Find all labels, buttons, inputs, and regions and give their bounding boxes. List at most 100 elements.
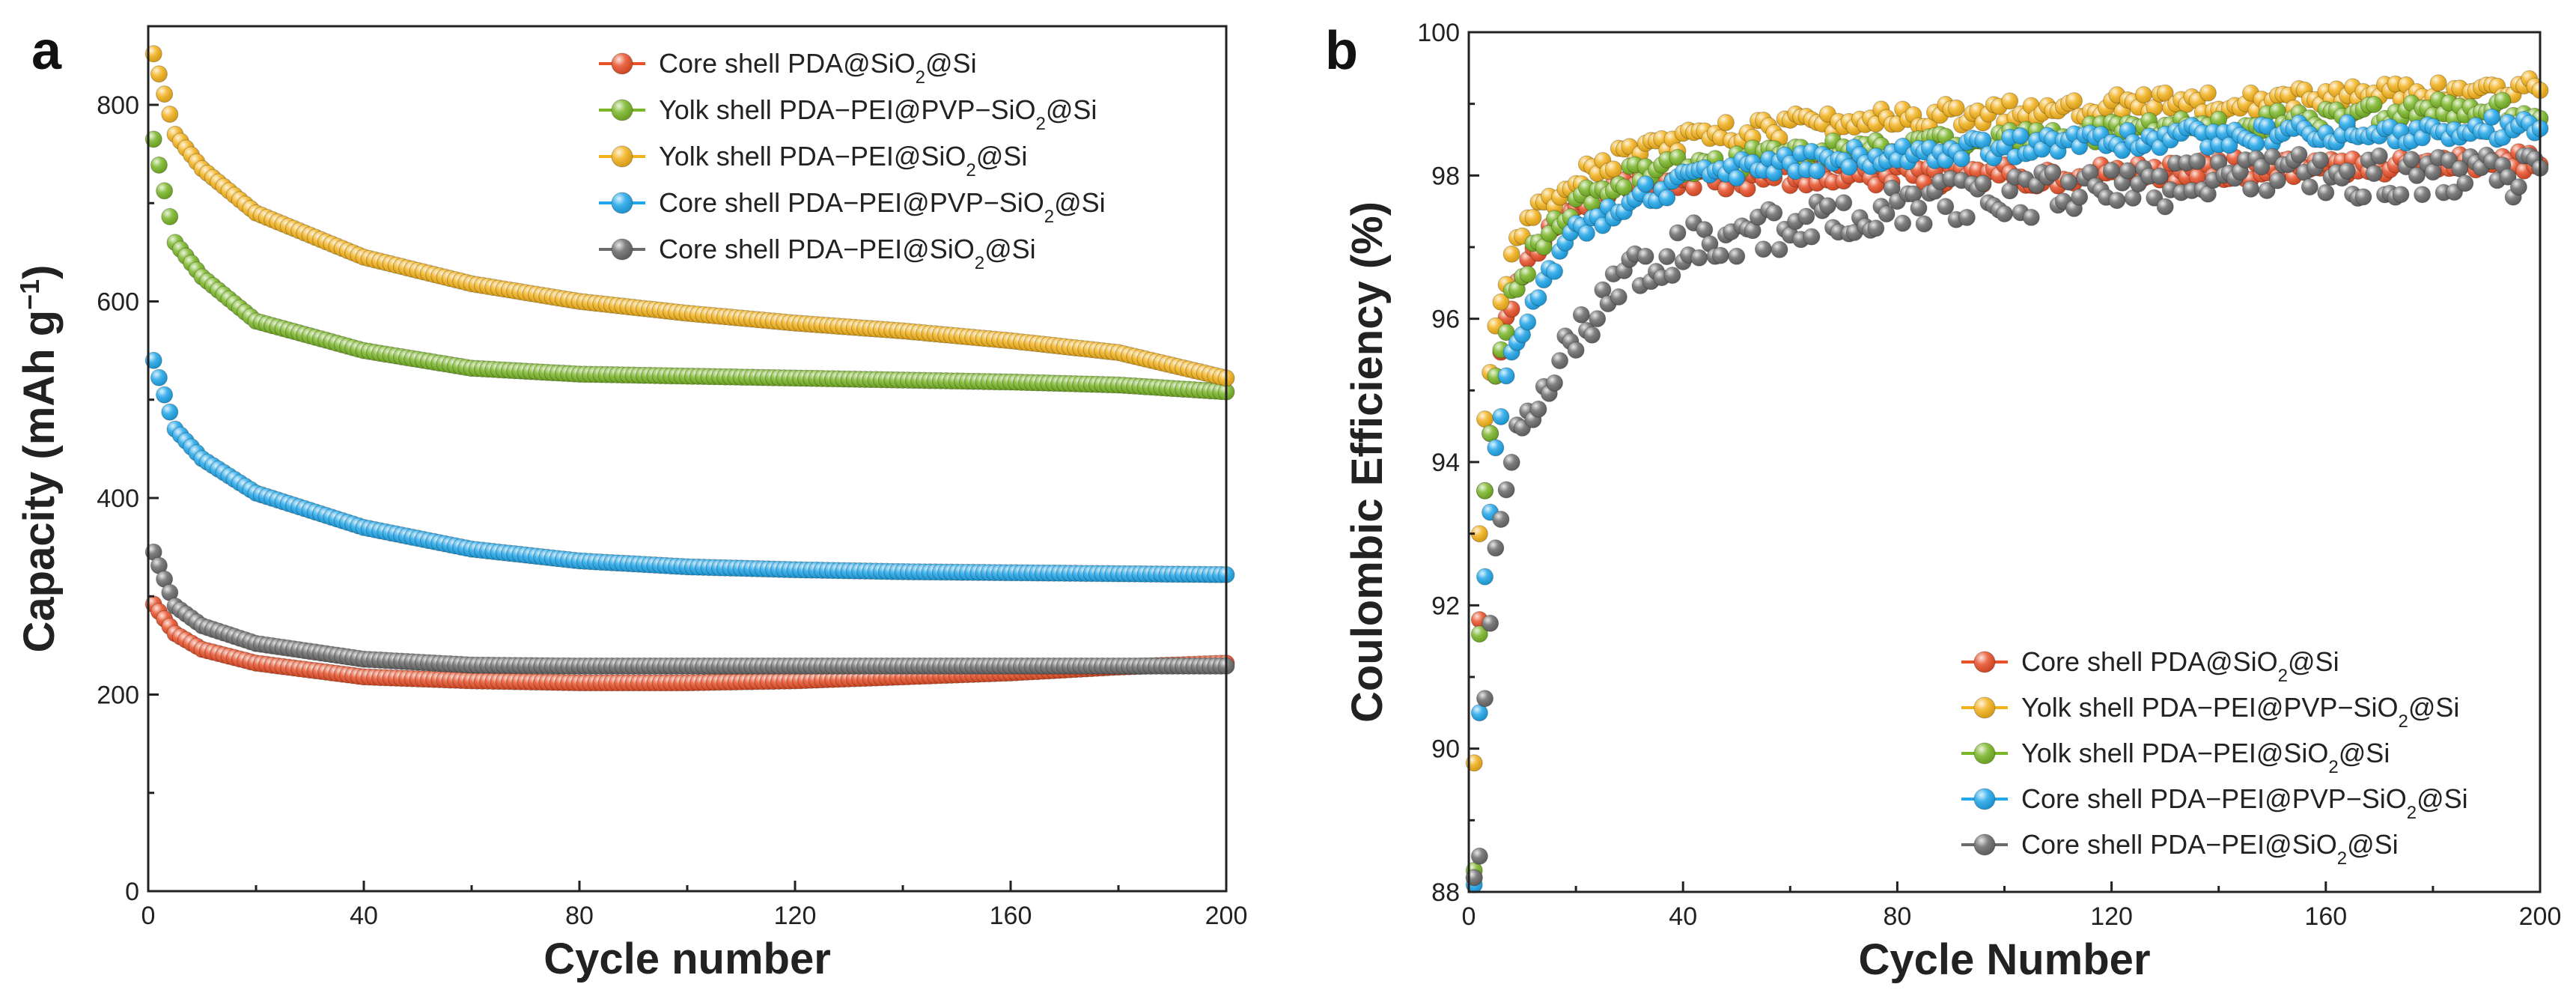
data-point-shine	[2483, 109, 2500, 126]
data-point-shine	[1937, 198, 1954, 215]
data-point-shine	[1765, 204, 1782, 222]
x-tick-label: 160	[990, 902, 1032, 930]
legend-marker-shine	[1974, 789, 1995, 810]
legend-label: Core shell PDA−PEI@SiO2@Si	[659, 234, 1036, 273]
data-point-shine	[1519, 314, 1536, 330]
legend: Core shell PDA@SiO2@Si Yolk shell PDA−PEI…	[1961, 646, 2468, 869]
data-point-shine	[2403, 151, 2420, 168]
data-point-shine	[1953, 150, 1970, 167]
data-point-shine	[2317, 184, 2334, 201]
panel-label-b: b	[1325, 21, 1358, 81]
data-point-shine	[1573, 306, 1590, 324]
legend-marker-shine	[1974, 697, 1995, 718]
data-point-shine	[1996, 205, 2013, 222]
y-tick-label: 600	[97, 288, 139, 317]
data-point-shine	[2291, 146, 2307, 163]
y-tick-label: 88	[1431, 878, 1460, 907]
data-point-shine	[1835, 194, 1852, 211]
legend-item: Core shell PDA−PEI@SiO2@Si	[1961, 829, 2399, 869]
data-point-shine	[1503, 246, 1520, 263]
y-axis-label: Coulombic Efficiency (%)	[1343, 201, 1392, 723]
data-point-shine	[2242, 180, 2259, 198]
data-point-shine	[1958, 209, 1976, 226]
data-point-shine	[1492, 408, 1509, 425]
series-3	[144, 45, 1235, 387]
legend-label: Yolk shell PDA−PEI@PVP−SiO2@Si	[2021, 692, 2459, 732]
data-point-shine	[145, 45, 162, 62]
data-point-shine	[1663, 267, 1681, 284]
x-tick-label: 200	[2519, 902, 2562, 931]
x-tick-label: 40	[1669, 902, 1697, 931]
data-point-shine	[1546, 374, 1563, 392]
data-point-shine	[2301, 178, 2318, 195]
data-point-shine	[2012, 127, 2029, 145]
series-1	[144, 595, 1235, 692]
x-tick-label: 80	[565, 902, 594, 930]
data-point-shine	[2119, 163, 2137, 179]
legend-marker-shine	[612, 100, 633, 121]
data-point-shine	[1717, 114, 1735, 131]
series-5	[1465, 145, 2549, 887]
legend-marker-shine	[612, 239, 633, 260]
x-tick-label: 200	[1205, 902, 1248, 930]
data-point-shine	[1578, 225, 1595, 242]
data-point-shine	[156, 182, 173, 199]
data-point-shine	[150, 157, 168, 174]
x-tick-label: 0	[1462, 902, 1476, 931]
data-point-shine	[1519, 266, 1536, 283]
data-point-shine	[1524, 209, 1541, 226]
data-point-shine	[156, 386, 173, 404]
data-point-shine	[1530, 401, 1547, 418]
data-point-shine	[145, 130, 162, 148]
y-tick-label: 0	[125, 878, 139, 906]
data-point-shine	[1568, 341, 1585, 359]
data-point-shine	[2339, 163, 2356, 180]
legend-label: Core shell PDA@SiO2@Si	[659, 48, 977, 88]
y-axis-label: Capacity (mAh g−1)	[14, 264, 64, 652]
data-point-shine	[2510, 178, 2527, 195]
legend-label: Core shell PDA−PEI@SiO2@Si	[2021, 829, 2399, 869]
data-point-shine	[1819, 197, 1836, 214]
data-point-shine	[1551, 352, 1568, 369]
data-point-shine	[1482, 425, 1499, 442]
legend-marker-shine	[1974, 743, 1995, 764]
x-tick-label: 120	[2090, 902, 2133, 931]
data-point-shine	[1583, 327, 1601, 344]
legend-marker-shine	[612, 53, 633, 74]
data-point-shine	[1712, 247, 1729, 264]
data-point-shine	[1492, 511, 1509, 528]
data-point-shine	[2456, 174, 2473, 192]
legend-item: Core shell PDA−PEI@SiO2@Si	[599, 234, 1036, 273]
panel-label-a: a	[31, 21, 62, 81]
data-point-shine	[2269, 172, 2286, 189]
data-point-shine	[2247, 136, 2265, 152]
y-tick-label: 400	[97, 485, 139, 513]
data-point-shine	[1658, 248, 1675, 265]
data-point-shine	[2366, 165, 2383, 182]
legend-label: Yolk shell PDA−PEI@SiO2@Si	[2021, 738, 2390, 777]
data-point-shine	[2414, 186, 2431, 203]
data-point-shine	[1482, 615, 1499, 632]
data-point-shine	[1637, 175, 1654, 192]
data-point-shine	[2065, 92, 2083, 109]
x-axis-label: Cycle number	[543, 935, 831, 983]
series-2	[144, 130, 1235, 401]
series-4	[1465, 108, 2549, 893]
data-point-shine	[1637, 248, 1654, 265]
data-point-shine	[1974, 174, 1991, 192]
legend: Core shell PDA@SiO2@Si Yolk shell PDA−PEI…	[599, 48, 1106, 273]
data-point-shine	[2044, 164, 2061, 181]
legend-marker-shine	[1974, 834, 1995, 855]
data-point-shine	[1589, 310, 1606, 327]
data-point-shine	[156, 85, 173, 103]
legend-marker-shine	[612, 192, 633, 213]
legend-item: Core shell PDA−PEI@PVP−SiO2@Si	[599, 187, 1106, 227]
legend-label: Core shell PDA−PEI@PVP−SiO2@Si	[2021, 783, 2468, 823]
legend-item: Yolk shell PDA−PEI@SiO2@Si	[599, 141, 1027, 180]
legend-marker-shine	[612, 146, 633, 167]
y-tick-label: 98	[1431, 162, 1460, 190]
legend-marker-shine	[1974, 652, 1995, 672]
data-point-shine	[1948, 100, 1965, 117]
data-point-shine	[1471, 848, 1488, 865]
data-point-shine	[161, 208, 178, 225]
